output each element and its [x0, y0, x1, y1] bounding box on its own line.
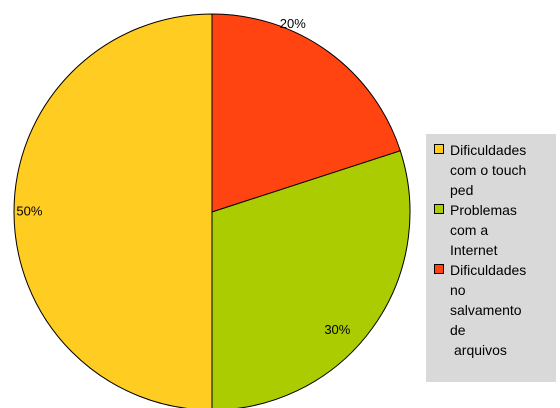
legend-label-saving-line5: arquivos — [454, 342, 507, 358]
pie-slice-label-1: 30% — [324, 322, 350, 337]
chart-legend: Dificuldades com o touch ped Problemas c… — [426, 134, 556, 382]
legend-swatch-touchpad — [434, 144, 444, 154]
legend-label-internet-line2: com a — [450, 222, 489, 238]
legend-label-internet-line3: Internet — [450, 242, 498, 258]
legend-label-touchpad-line1: Dificuldades — [450, 142, 527, 158]
legend-item-touchpad: Dificuldades com o touch ped — [434, 140, 552, 200]
pie-slice-1 — [211, 150, 411, 408]
legend-label-internet-line1: Problemas — [450, 202, 517, 218]
legend-swatch-saving — [434, 264, 444, 274]
pie-slice-0 — [211, 13, 401, 213]
legend-item-internet: Problemas com a Internet — [434, 200, 552, 260]
legend-label-saving-line1: Dificuldades — [450, 262, 527, 278]
pie-slice-label-2: 50% — [16, 203, 42, 218]
legend-label-saving-line4: de — [450, 322, 466, 338]
legend-label-touchpad-line3: ped — [450, 182, 474, 198]
legend-item-saving: Dificuldades no salvamento de arquivos — [434, 260, 552, 360]
legend-label-touchpad-line2: com o touch — [450, 162, 527, 178]
legend-label-saving-line3: salvamento — [450, 302, 522, 318]
legend-label-saving-line2: no — [450, 282, 466, 298]
pie-slice-label-0: 20% — [280, 16, 306, 31]
legend-swatch-internet — [434, 204, 444, 214]
pie-slice-2 — [13, 13, 213, 408]
